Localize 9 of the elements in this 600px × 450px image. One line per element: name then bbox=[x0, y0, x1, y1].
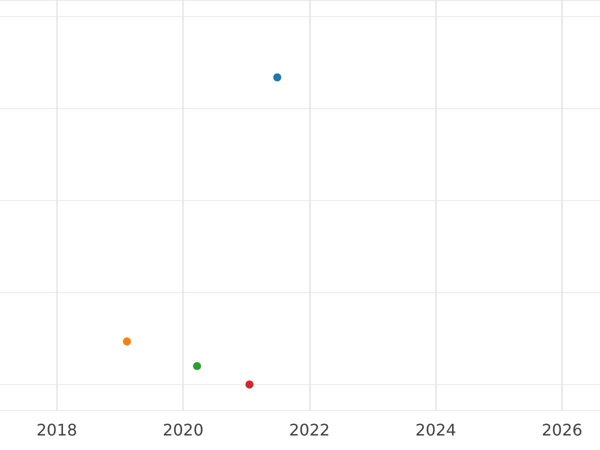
point bbox=[122, 338, 131, 346]
x-tick-label: 2024 bbox=[415, 420, 456, 440]
point bbox=[245, 380, 254, 389]
x-tick-label: 2026 bbox=[542, 420, 582, 440]
x-tick-label: 2018 bbox=[36, 420, 78, 440]
x-tick-label: 2020 bbox=[162, 420, 204, 440]
x-tick-label: 2022 bbox=[289, 420, 330, 440]
point bbox=[273, 73, 282, 82]
point bbox=[193, 362, 202, 370]
